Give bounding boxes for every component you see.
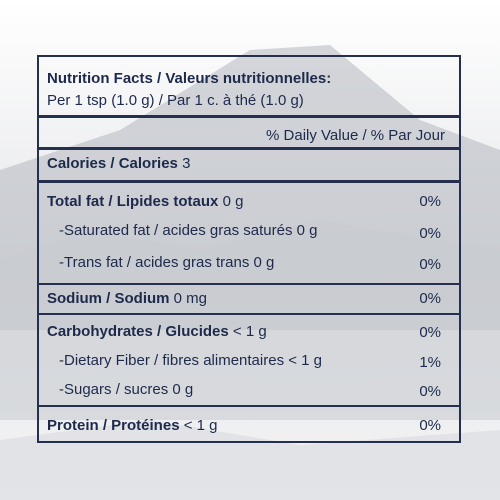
title: Nutrition Facts / Valeurs nutritionnelle… (47, 70, 332, 87)
divider (39, 405, 459, 407)
daily-value: 0% (419, 324, 441, 341)
daily-value: 0% (419, 383, 441, 400)
daily-value: 1% (419, 354, 441, 371)
daily-value: 0% (419, 290, 441, 307)
nutrient-amount: 0 g (222, 193, 244, 210)
nutrient-row: Carbohydrates / Glucides < 1 g (47, 323, 267, 341)
nutrition-box: Nutrition Facts / Valeurs nutritionnelle… (37, 55, 461, 443)
nutrient-label: Protein / Protéines (47, 417, 180, 434)
nutrient-amount: 0 mg (173, 290, 208, 307)
nutrient-amount: < 1 g (232, 323, 267, 340)
nutrient-amount: < 1 g (288, 352, 323, 369)
nutrient-label: Sodium / Sodium (47, 290, 170, 307)
nutrient-row: -Trans fat / acides gras trans 0 g (59, 254, 274, 272)
calories-label: Calories / Calories (47, 155, 178, 172)
nutrient-label: -Trans fat / acides gras trans (59, 254, 250, 271)
calories-amount: 3 (182, 155, 191, 172)
daily-value: 0% (419, 417, 441, 434)
nutrient-amount: 0 g (253, 254, 275, 271)
nutrient-label: Total fat / Lipides totaux (47, 193, 219, 210)
nutrient-row: -Dietary Fiber / fibres alimentaires < 1… (59, 352, 322, 370)
daily-value: 0% (419, 225, 441, 242)
dv-header: % Daily Value / % Par Jour (266, 127, 445, 144)
divider (39, 313, 459, 315)
nutrient-row: -Saturated fat / acides gras saturés 0 g (59, 222, 317, 240)
divider (39, 180, 459, 183)
nutrient-label: -Sugars / sucres (59, 381, 169, 398)
daily-value: 0% (419, 193, 441, 210)
nutrient-row: Sodium / Sodium 0 mg (47, 290, 207, 308)
nutrient-label: -Dietary Fiber / fibres alimentaires (59, 352, 285, 369)
divider (39, 147, 459, 150)
nutrient-amount: 0 g (172, 381, 194, 398)
calories: Calories / Calories 3 (47, 155, 190, 173)
nutrient-amount: < 1 g (183, 417, 218, 434)
nutrient-row: Protein / Protéines < 1 g (47, 417, 218, 435)
nutrient-amount: 0 g (296, 222, 318, 239)
divider (39, 115, 459, 118)
daily-value: 0% (419, 256, 441, 273)
nutrient-label: -Saturated fat / acides gras saturés (59, 222, 293, 239)
nutrient-label: Carbohydrates / Glucides (47, 323, 229, 340)
nutrient-row: Total fat / Lipides totaux 0 g (47, 193, 243, 211)
divider (39, 283, 459, 285)
serving: Per 1 tsp (1.0 g) / Par 1 c. à thé (1.0 … (47, 92, 304, 109)
nutrient-row: -Sugars / sucres 0 g (59, 381, 193, 399)
